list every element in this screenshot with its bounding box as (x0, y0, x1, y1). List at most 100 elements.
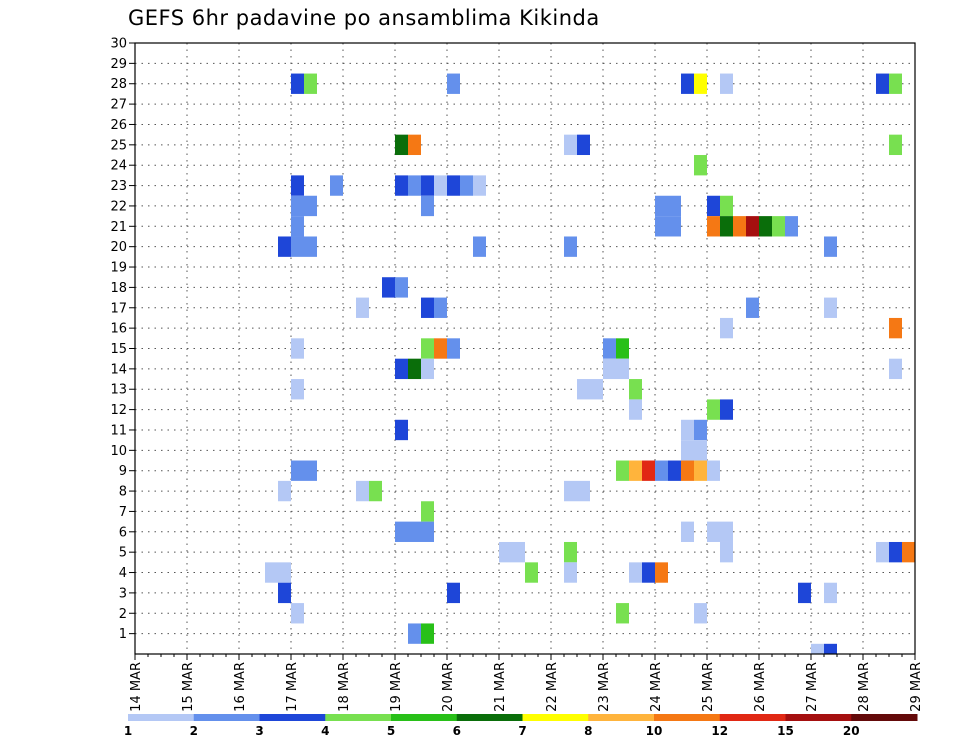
y-tick-label: 7 (119, 505, 127, 520)
colorbar-swatch (128, 714, 195, 721)
y-tick-label: 1 (119, 627, 127, 642)
precip-cell (655, 562, 668, 583)
precip-cell (291, 236, 304, 257)
y-tick-label: 11 (110, 423, 127, 438)
colorbar-swatch (588, 714, 655, 721)
precip-cell (681, 73, 694, 94)
precip-cell (889, 358, 902, 380)
colorbar-label: 10 (646, 724, 663, 738)
precip-cell (876, 73, 889, 94)
precip-cell (655, 460, 668, 481)
precip-cell (668, 460, 681, 481)
precip-cell (564, 541, 577, 563)
y-tick-label: 24 (110, 159, 127, 174)
precip-cell (616, 358, 629, 380)
precip-cell (447, 73, 460, 94)
precip-cell (629, 562, 642, 583)
precip-cell (707, 399, 720, 420)
y-tick-label: 27 (110, 98, 127, 113)
colorbar-label: 6 (453, 724, 461, 738)
precip-cell (291, 216, 304, 237)
precip-cell (278, 236, 291, 257)
y-tick-label: 14 (110, 362, 127, 377)
precip-cell (824, 236, 837, 257)
precip-cell (629, 379, 642, 400)
precip-cell (720, 73, 733, 94)
y-tick-label: 17 (110, 301, 127, 316)
x-tick-label: 25 MAR (701, 662, 716, 712)
colorbar-label: 20 (843, 724, 860, 738)
precip-cell (707, 460, 720, 481)
precip-cell (681, 521, 694, 542)
precip-cell (265, 562, 278, 583)
y-tick-label: 15 (110, 342, 127, 357)
precip-cell (278, 480, 291, 502)
precip-cell (421, 501, 434, 522)
x-tick-label: 26 MAR (753, 662, 768, 712)
precip-cell (902, 541, 915, 563)
precip-cells (265, 73, 915, 654)
precip-cell (564, 480, 577, 502)
precip-cell (408, 623, 421, 644)
y-tick-label: 2 (119, 607, 127, 622)
precip-cell (655, 216, 668, 237)
grid (135, 42, 915, 654)
precip-cell (395, 134, 408, 156)
colorbar-swatch (719, 714, 786, 721)
precip-cell (694, 440, 707, 461)
colorbar-swatch (456, 714, 523, 721)
precip-cell (720, 541, 733, 563)
precip-cell (512, 541, 525, 563)
precip-cell (408, 175, 421, 196)
precip-cell (720, 521, 733, 542)
precip-cell (694, 419, 707, 441)
precip-cell (460, 175, 473, 196)
precip-cell (304, 236, 317, 257)
y-tick-label: 3 (119, 586, 127, 601)
precip-cell (798, 582, 811, 604)
precip-cell (291, 338, 304, 359)
precip-cell (473, 175, 486, 196)
precip-cell (278, 562, 291, 583)
precip-cell (889, 73, 902, 94)
y-tick-label: 29 (110, 57, 127, 72)
colorbar-label: 4 (321, 724, 329, 738)
y-tick-label: 4 (119, 566, 127, 581)
y-tick-label: 30 (110, 37, 127, 52)
y-tick-label: 19 (110, 261, 127, 276)
precip-cell (447, 175, 460, 196)
colorbar-label: 5 (387, 724, 395, 738)
precip-cell (421, 297, 434, 318)
precip-cell (603, 358, 616, 380)
y-tick-label: 8 (119, 485, 127, 500)
precip-cell (434, 338, 447, 359)
precip-cell (616, 603, 629, 624)
y-tick-label: 20 (110, 240, 127, 255)
colorbar-swatch (391, 714, 458, 721)
precip-cell (694, 460, 707, 481)
x-tick-label: 27 MAR (805, 662, 820, 712)
y-tick-label: 18 (110, 281, 127, 296)
precip-cell (720, 195, 733, 217)
precip-cell (421, 521, 434, 542)
precip-cell (421, 623, 434, 644)
colorbar-label: 8 (584, 724, 592, 738)
precip-cell (694, 155, 707, 176)
y-tick-label: 25 (110, 138, 127, 153)
x-tick-label: 16 MAR (233, 662, 248, 712)
precip-cell (889, 317, 902, 339)
precip-cell (447, 338, 460, 359)
precip-cell (408, 521, 421, 542)
precip-cell (772, 216, 785, 237)
precip-cell (291, 379, 304, 400)
precip-cell (408, 358, 421, 380)
y-tick-label: 28 (110, 77, 127, 92)
precip-cell (681, 419, 694, 441)
colorbar-swatch (522, 714, 589, 721)
y-tick-label: 26 (110, 118, 127, 133)
colorbar-swatch (193, 714, 260, 721)
precip-cell (785, 216, 798, 237)
precip-cell (291, 603, 304, 624)
y-axis: 1234567891011121314151617181920212223242… (110, 37, 135, 642)
